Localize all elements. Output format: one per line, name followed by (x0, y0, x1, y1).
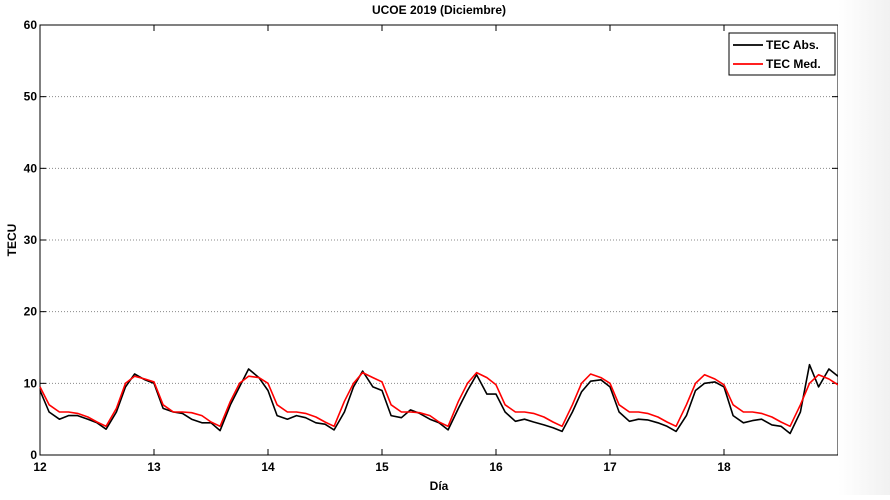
y-tick-label-50: 50 (24, 90, 38, 104)
grid-lines (40, 96, 838, 384)
y-tick-label-10: 10 (24, 376, 38, 390)
y-tick-label-60: 60 (24, 18, 38, 32)
y-tick-label-20: 20 (24, 305, 38, 319)
x-tick-label-13: 13 (147, 460, 161, 474)
y-tick-label-40: 40 (24, 161, 38, 175)
y-axis-label: TECU (5, 224, 19, 257)
x-tick-label-12: 12 (33, 460, 47, 474)
x-axis-label: Día (430, 479, 449, 493)
y-tick-label-30: 30 (24, 233, 38, 247)
legend-label-tec-med: TEC Med. (766, 57, 821, 71)
x-tick-label-18: 18 (717, 460, 731, 474)
x-tick-label-16: 16 (489, 460, 503, 474)
legend-label-tec-abs: TEC Abs. (766, 38, 819, 52)
chart-title: UCOE 2019 (Diciembre) (372, 3, 506, 17)
x-tick-label-17: 17 (603, 460, 617, 474)
x-axis-ticks: 12 13 14 15 16 17 18 (33, 25, 731, 474)
y-axis-ticks: 0 10 20 30 40 50 60 (24, 18, 838, 462)
series-line-1 (39, 371, 839, 428)
legend-box (728, 32, 836, 76)
y-tick-label-0: 0 (30, 448, 37, 462)
x-tick-label-14: 14 (261, 460, 275, 474)
data-series (39, 363, 839, 435)
legend: TEC Abs. TEC Med. (728, 32, 836, 76)
right-edge-shadow (838, 0, 890, 495)
x-tick-label-15: 15 (375, 460, 389, 474)
